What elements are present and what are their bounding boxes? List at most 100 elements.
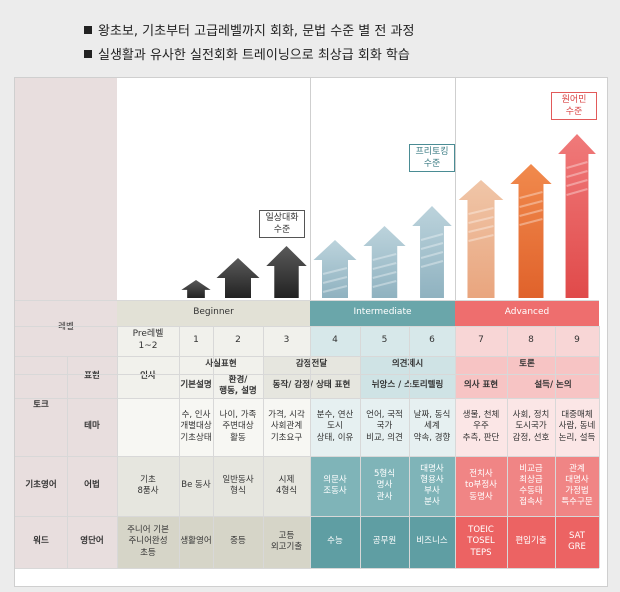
row-label-column	[15, 78, 117, 568]
level-number: 7	[455, 326, 507, 356]
arrow-stripe	[468, 207, 494, 215]
band-beginner: Beginner	[117, 300, 310, 326]
level-number: 5	[360, 326, 409, 356]
level-arrow	[216, 258, 260, 298]
arrow-stripe	[372, 271, 397, 279]
row-divider	[15, 374, 599, 375]
expression-opinion-group: 의견제시	[360, 356, 455, 374]
column-divider	[179, 326, 180, 568]
expression-nuance-story: 뉘앙스 / 스토리텔링	[360, 374, 455, 398]
column-divider	[213, 326, 214, 568]
grammar-cell: 전치사 to부정사 동명사	[455, 456, 507, 516]
level-number: 2	[213, 326, 263, 356]
level-arrow	[510, 164, 552, 298]
expression-persuasion: 설득/ 논의	[507, 374, 599, 398]
column-divider	[455, 326, 456, 568]
callout-native-level: 원어민 수준	[551, 92, 597, 120]
vocabulary-cell: 주니어 기본 주니어완성 초등	[117, 516, 179, 568]
level-number: 1	[179, 326, 213, 356]
arrow-stripe	[566, 179, 588, 187]
row-label-talk: 토크	[33, 400, 49, 411]
arrow-stripe	[468, 216, 494, 224]
band-intermediate: Intermediate	[310, 300, 455, 326]
band-advanced: Advanced	[455, 300, 599, 326]
grammar-cell: Be 동사	[179, 456, 213, 516]
theme-cell: 분수, 연산 도시 상태, 이유	[310, 398, 360, 456]
square-bullet-icon	[84, 26, 92, 34]
vocabulary-cell: 생활영어	[179, 516, 213, 568]
theme-cell: 대중매체 사람, 동네 논리, 설득	[555, 398, 599, 456]
arrow-stripe	[372, 280, 397, 288]
callout-daily-level: 일상대화 수준	[259, 210, 305, 238]
column-divider	[409, 326, 410, 568]
column-divider	[599, 326, 600, 568]
arrow-stripe	[519, 209, 543, 217]
theme-cell: 수, 인사 개별대상 기초상태	[179, 398, 213, 456]
grammar-cell: 관계 대명사 가정법 특수구문	[555, 456, 599, 516]
vocabulary-cell: 수능	[310, 516, 360, 568]
row-label-words: 워드	[33, 536, 49, 547]
expression-action-emotion: 동작/ 감정/ 상태 표현	[263, 374, 360, 398]
row-divider	[15, 516, 599, 517]
level-arrow	[363, 226, 406, 298]
row-divider	[15, 568, 599, 569]
arrow-stripe	[420, 233, 444, 241]
column-divider	[117, 326, 118, 568]
column-divider	[455, 78, 456, 300]
arrow-stripe	[468, 234, 494, 242]
column-divider	[310, 78, 311, 300]
row-label-vocabulary: 영단어	[80, 536, 104, 547]
grammar-cell: 의문사 조동사	[310, 456, 360, 516]
grammar-cell: 시제 4형식	[263, 456, 310, 516]
row-label-theme: 테마	[84, 421, 100, 432]
arrow-stripe	[519, 218, 543, 226]
row-label-grammar: 어법	[84, 480, 100, 491]
expression-environment-description: 환경/ 행동, 설명	[213, 374, 263, 398]
grammar-cell: 기초 8품사	[117, 456, 179, 516]
arrow-stripe	[322, 267, 348, 275]
grammar-cell: 대명사 형용사 부사 분사	[409, 456, 455, 516]
bullet-item: 왕초보, 기초부터 고급레벨까지 회화, 문법 수준 별 전 과정	[84, 20, 414, 44]
expression-debate-group: 토론	[455, 356, 599, 374]
row-divider	[15, 398, 599, 399]
grammar-cell: 비교급 최상급 수동태 접속사	[507, 456, 555, 516]
expression-basic-description: 기본설명	[179, 374, 213, 398]
column-divider	[360, 326, 361, 568]
theme-cell: 날짜, 동식 세계 약속, 경향	[409, 398, 455, 456]
vocabulary-cell: SAT GRE	[555, 516, 599, 568]
level-arrow	[181, 280, 211, 298]
vocabulary-cell: 고등 외고기출	[263, 516, 310, 568]
vocabulary-cell: TOEIC TOSEL TEPS	[455, 516, 507, 568]
theme-cell	[117, 398, 179, 456]
column-divider	[263, 326, 264, 568]
callout-freetalking-level: 프리토킹 수준	[409, 144, 455, 172]
expression-greeting: 인사	[117, 356, 179, 398]
arrow-stripe	[420, 242, 444, 250]
vocabulary-cell: 편입기출	[507, 516, 555, 568]
arrow-stripe	[468, 225, 494, 233]
expression-emotion-group: 감정전달	[263, 356, 360, 374]
row-divider	[15, 356, 599, 357]
level-number: 4	[310, 326, 360, 356]
level-arrow	[266, 246, 307, 298]
arrow-stripe	[322, 276, 348, 284]
arrow-stripe	[566, 188, 588, 196]
row-label-basic-english: 기초영어	[25, 480, 57, 491]
theme-cell: 가격, 시각 사회관계 기초요구	[263, 398, 310, 456]
bullet-item: 실생활과 유사한 실전회화 트레이닝으로 최상급 회화 학습	[84, 44, 414, 68]
vocabulary-cell: 공무원	[360, 516, 409, 568]
arrow-stripe	[519, 200, 543, 208]
theme-cell: 언어, 국적 국가 비교, 의견	[360, 398, 409, 456]
intro-bullets: 왕초보, 기초부터 고급레벨까지 회화, 문법 수준 별 전 과정 실생활과 유…	[84, 20, 414, 68]
row-label-expression: 표현	[84, 371, 100, 382]
arrow-stripe	[420, 260, 444, 268]
grammar-cell: 일반동사 형식	[213, 456, 263, 516]
arrow-stripe	[372, 253, 397, 261]
arrow-stripe	[566, 170, 588, 178]
level-arrow	[412, 206, 452, 298]
arrow-stripe	[322, 285, 348, 293]
row-divider	[15, 456, 599, 457]
arrow-stripe	[372, 262, 397, 270]
progress-arrows	[181, 134, 596, 298]
row-label-level: 레벨	[58, 322, 74, 333]
